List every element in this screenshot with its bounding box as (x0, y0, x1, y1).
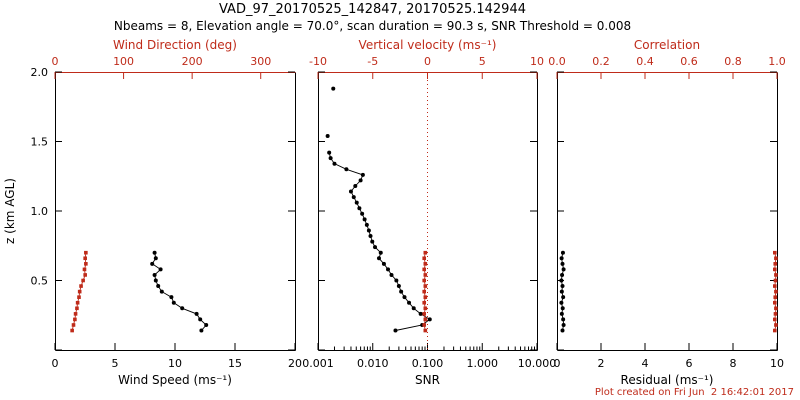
svg-text:0.0: 0.0 (548, 55, 566, 68)
svg-text:8: 8 (730, 357, 737, 370)
svg-text:10: 10 (770, 357, 784, 370)
svg-text:Correlation: Correlation (634, 38, 700, 52)
svg-text:1.0: 1.0 (31, 205, 49, 218)
svg-text:Residual (ms⁻¹): Residual (ms⁻¹) (621, 373, 714, 387)
bottom-axis-wind: 0 5 10 15 20 Wind Speed (ms⁻¹) (52, 343, 302, 387)
svg-text:5: 5 (112, 357, 119, 370)
svg-text:15: 15 (228, 357, 242, 370)
wind-speed-series (150, 250, 209, 333)
svg-text:2: 2 (598, 357, 605, 370)
svg-text:Wind Direction (deg): Wind Direction (deg) (113, 38, 237, 52)
svg-text:0.010: 0.010 (357, 357, 389, 370)
svg-text:10: 10 (168, 357, 182, 370)
svg-text:0.6: 0.6 (680, 55, 698, 68)
svg-text:Wind Speed (ms⁻¹): Wind Speed (ms⁻¹) (118, 373, 232, 387)
plot-title: VAD_97_20170525_142847, 20170525.142944 (219, 2, 526, 17)
bottom-axis-snr: 0.001 0.010 0.100 1.000 10.000 SNR (302, 343, 556, 387)
top-axis-wind: 0 100 200 300 Wind Direction (deg) (52, 38, 271, 79)
svg-text:100: 100 (113, 55, 134, 68)
svg-text:300: 300 (250, 55, 271, 68)
svg-text:10.000: 10.000 (518, 357, 557, 370)
svg-text:SNR: SNR (415, 373, 440, 387)
vertical-velocity-series (422, 250, 428, 333)
y-axis-wind: 0.5 1.0 1.5 2.0 z (km AGL) (3, 66, 295, 351)
svg-text:-10: -10 (309, 55, 327, 68)
svg-text:0: 0 (52, 55, 59, 68)
plot-created-timestamp: Plot created on Fri Jun 2 16:42:01 2017 (594, 387, 794, 398)
svg-text:20: 20 (288, 357, 302, 370)
svg-text:1.0: 1.0 (768, 55, 786, 68)
svg-text:1.5: 1.5 (31, 136, 49, 149)
svg-text:Vertical velocity (ms⁻¹): Vertical velocity (ms⁻¹) (359, 38, 497, 52)
svg-text:0.5: 0.5 (31, 275, 49, 288)
svg-text:0.001: 0.001 (302, 357, 334, 370)
svg-text:0.4: 0.4 (636, 55, 654, 68)
svg-text:0: 0 (424, 55, 431, 68)
panel-snr: 0.001 0.010 0.100 1.000 10.000 SNR -10 -5 0 5 10 Ve… (302, 38, 556, 387)
svg-text:5: 5 (479, 55, 486, 68)
svg-text:-5: -5 (367, 55, 378, 68)
panel-wind: 0 5 10 15 20 Wind Speed (ms⁻¹) 0 100 200 300 Wind … (3, 38, 302, 387)
panel-frame (55, 72, 296, 351)
svg-text:0.100: 0.100 (412, 357, 444, 370)
y-axis-title: z (km AGL) (3, 178, 17, 244)
wind-direction-series (70, 250, 88, 333)
panel-residual: 0 2 4 6 8 10 Residual (ms⁻¹) 0.0 0.2 0.4 0.6 0.8 1.0… (548, 38, 786, 387)
svg-text:0.8: 0.8 (724, 55, 742, 68)
correlation-series (773, 250, 778, 333)
panel-frame (557, 72, 778, 351)
svg-text:6: 6 (686, 357, 693, 370)
svg-text:200: 200 (182, 55, 203, 68)
y-axis-residual (557, 71, 777, 351)
residual-series (559, 250, 566, 333)
svg-text:4: 4 (642, 357, 649, 370)
top-axis-snr: -10 -5 0 5 10 Vertical velocity (ms⁻¹) (309, 38, 544, 79)
top-axis-residual: 0.0 0.2 0.4 0.6 0.8 1.0 Correlation (548, 38, 786, 79)
bottom-axis-residual: 0 2 4 6 8 10 Residual (ms⁻¹) (554, 343, 784, 387)
svg-text:0: 0 (52, 357, 59, 370)
snr-upper-gates-series (325, 86, 336, 138)
plot-subtitle: Nbeams = 8, Elevation angle = 70.0°, sca… (113, 19, 632, 33)
svg-text:2.0: 2.0 (31, 66, 49, 79)
y-axis-snr (318, 71, 537, 351)
svg-text:0.2: 0.2 (592, 55, 610, 68)
svg-text:0: 0 (554, 357, 561, 370)
snr-profile-series (327, 150, 432, 333)
svg-text:1.000: 1.000 (467, 357, 499, 370)
svg-text:10: 10 (530, 55, 544, 68)
